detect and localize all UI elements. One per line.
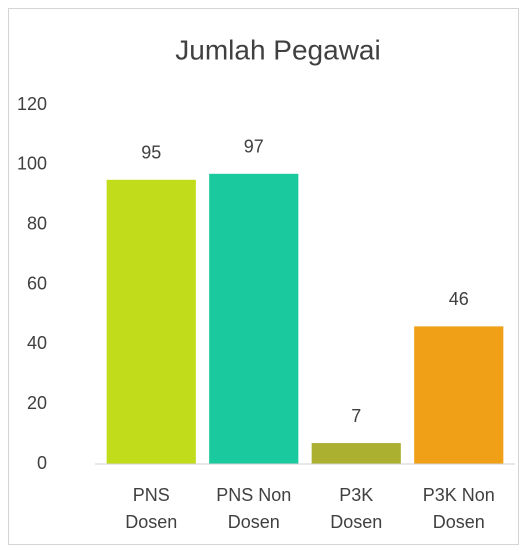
- y-tick-label: 120: [17, 94, 47, 114]
- x-tick-label: P3K Dosen: [330, 485, 382, 532]
- y-tick-label: 60: [27, 273, 47, 293]
- y-tick-label: 40: [27, 333, 47, 353]
- y-tick-label: 80: [27, 213, 47, 233]
- bar: [209, 173, 299, 464]
- bar: [414, 326, 504, 464]
- bar: [311, 443, 401, 464]
- data-label: 97: [244, 137, 264, 157]
- chart-title: Jumlah Pegawai: [175, 34, 380, 65]
- y-tick-label: 100: [17, 154, 47, 174]
- x-tick-label: P3K Non Dosen: [423, 485, 495, 532]
- bar: [106, 179, 196, 464]
- y-tick-label: 0: [37, 453, 47, 473]
- data-label: 95: [141, 143, 161, 163]
- data-label: 7: [351, 406, 361, 426]
- x-tick-label: PNS Dosen: [125, 485, 177, 532]
- y-tick-label: 20: [27, 393, 47, 413]
- x-tick-label: PNS Non Dosen: [216, 485, 291, 532]
- data-label: 46: [449, 289, 469, 309]
